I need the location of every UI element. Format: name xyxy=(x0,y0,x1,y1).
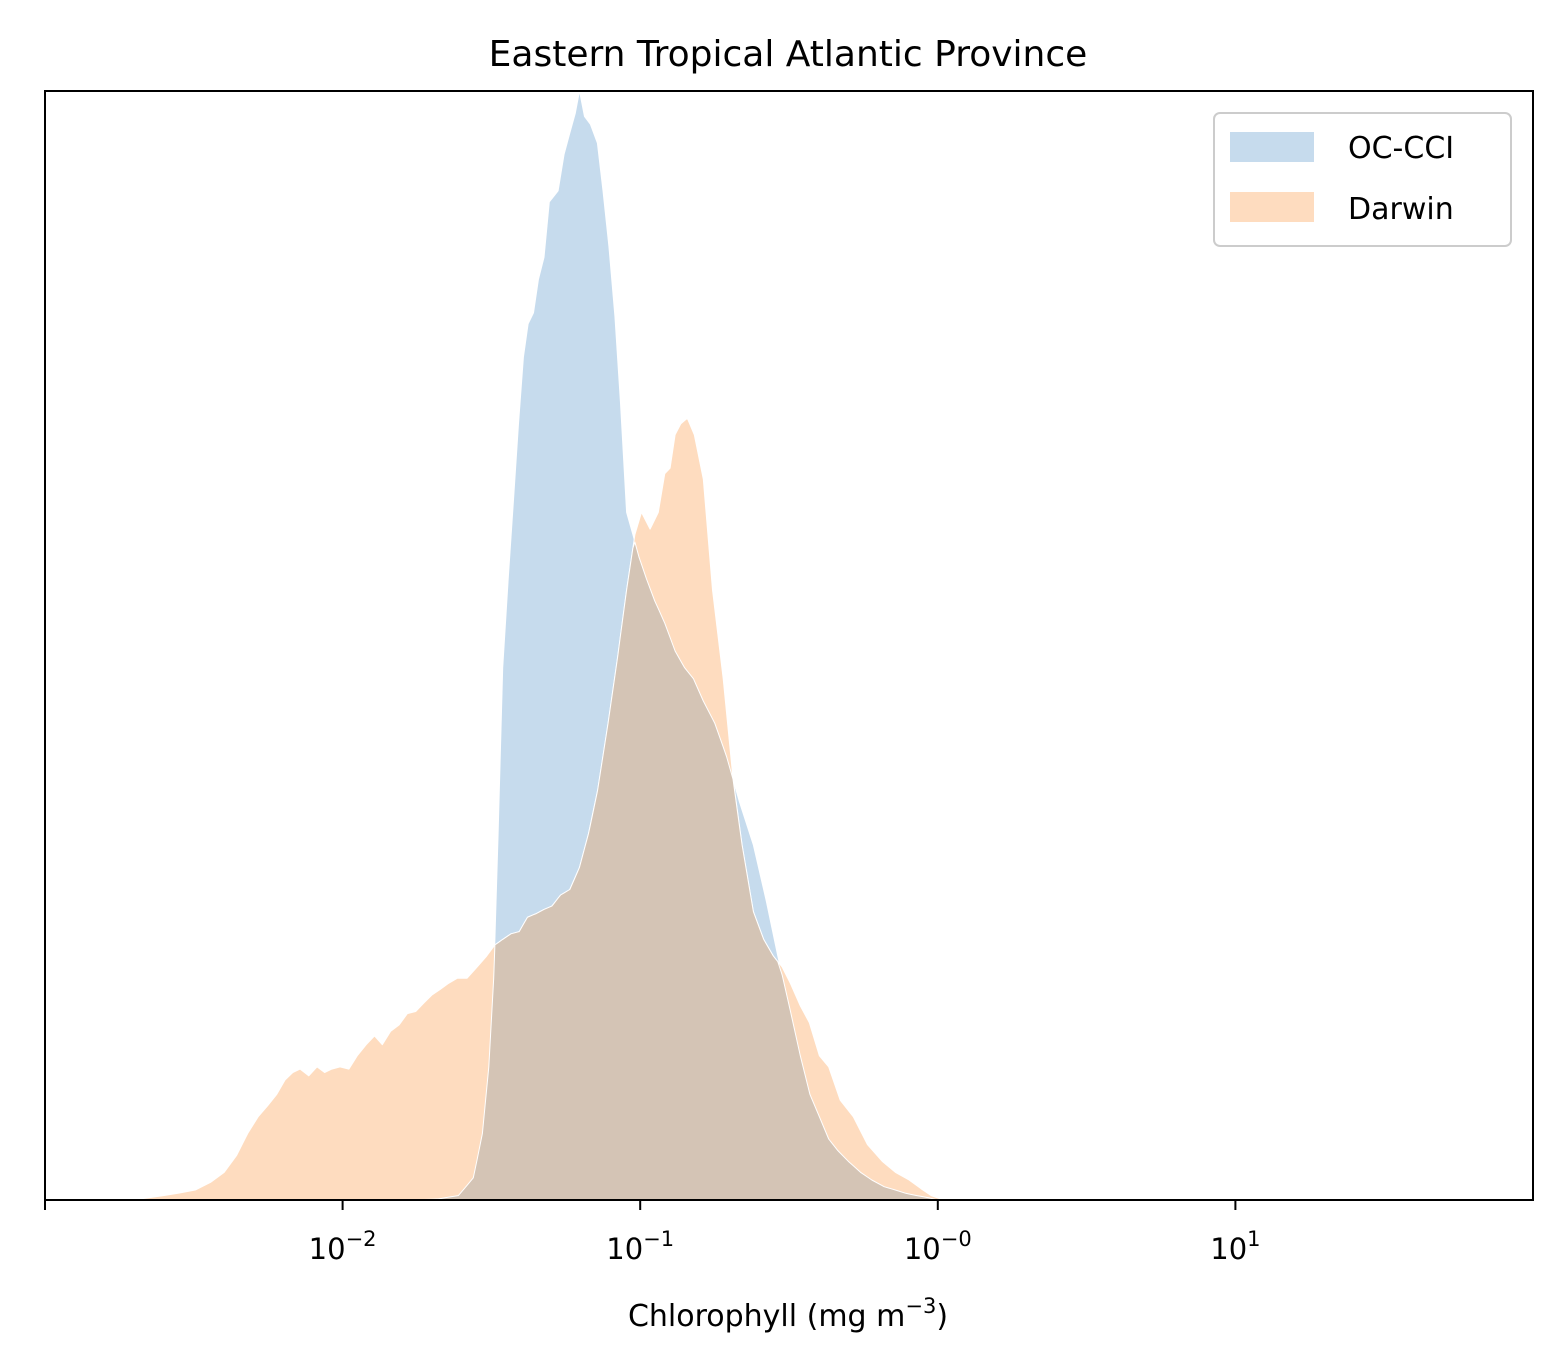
legend-label-darwin: Darwin xyxy=(1348,192,1454,227)
legend: OC-CCI Darwin xyxy=(1213,112,1512,247)
x-tick-label: 101 xyxy=(1210,1227,1260,1266)
x-axis-label-exponent: −3 xyxy=(905,1294,936,1318)
x-tick-label: 10−0 xyxy=(904,1227,972,1266)
legend-swatch-oc-cci xyxy=(1230,132,1314,162)
chart-title: Eastern Tropical Atlantic Province xyxy=(489,34,1088,75)
axes-frame xyxy=(44,90,1534,1201)
x-tick-label: 10−1 xyxy=(606,1227,674,1266)
series-layer xyxy=(140,91,941,1200)
plot-area xyxy=(44,90,1534,1201)
legend-swatch-darwin xyxy=(1230,192,1314,222)
legend-label-oc-cci: OC-CCI xyxy=(1348,131,1454,166)
area-overlap xyxy=(413,541,939,1200)
x-axis-label-close: ) xyxy=(936,1299,948,1334)
x-tick-label: 10−2 xyxy=(309,1227,377,1266)
x-axis-label: Chlorophyll (mg m−3) xyxy=(628,1294,948,1334)
x-axis-ticks: 10−2 10−1 10−0 101 xyxy=(44,1200,1261,1266)
x-axis-label-main: Chlorophyll (mg m xyxy=(628,1299,905,1334)
